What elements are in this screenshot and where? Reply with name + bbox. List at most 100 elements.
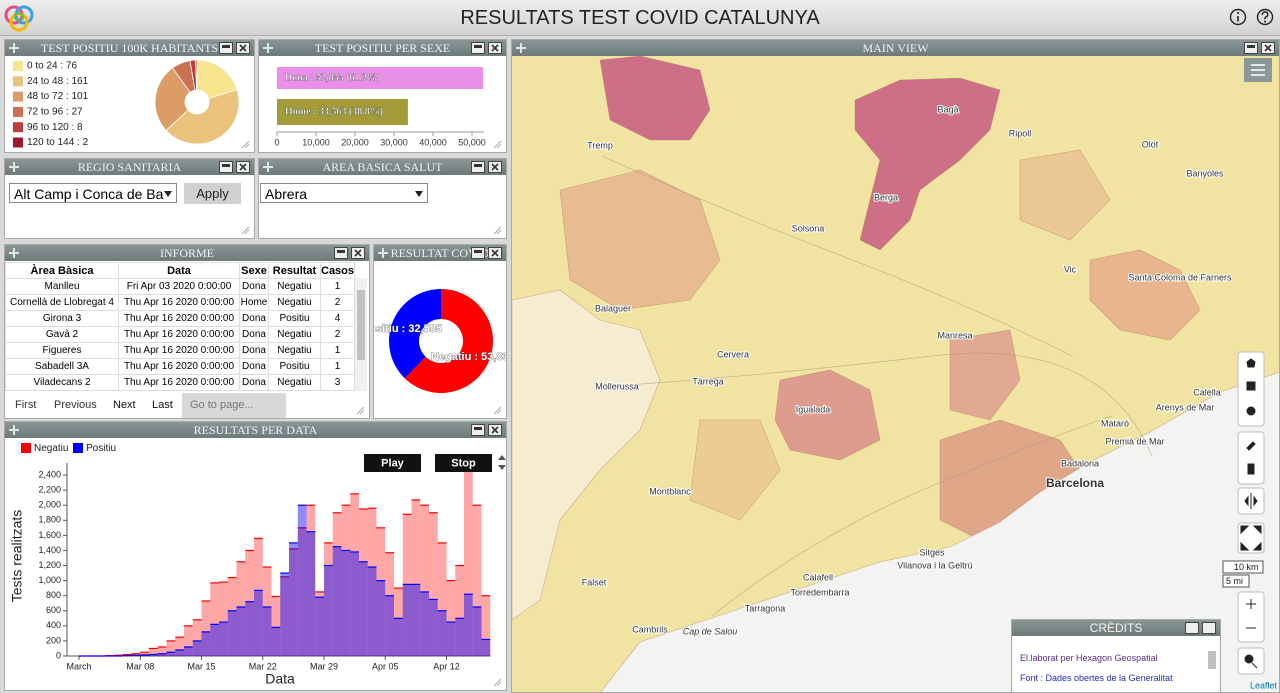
close-button[interactable] bbox=[1261, 42, 1275, 54]
place-label: Berga bbox=[874, 192, 898, 202]
scroll-arrows[interactable] bbox=[498, 455, 506, 470]
close-button[interactable] bbox=[488, 247, 502, 259]
grip-lines bbox=[493, 140, 502, 149]
region-rose bbox=[774, 369, 881, 461]
step-bar bbox=[271, 627, 281, 656]
step-bar bbox=[236, 561, 246, 656]
y-tick-label: 2,000 bbox=[38, 500, 61, 510]
table-row[interactable]: Girona 3 Thu Apr 16 2020 0:00:00 Dona Posit… bbox=[5, 310, 356, 327]
step-bar bbox=[411, 499, 421, 656]
play-button[interactable]: Play bbox=[364, 454, 421, 472]
minimize-button[interactable] bbox=[471, 42, 485, 54]
panel-title: CRÈDITS bbox=[1089, 621, 1143, 635]
column-header[interactable]: Sexe bbox=[239, 262, 269, 279]
table-row[interactable]: Gavà 2 Thu Apr 16 2020 0:00:00 Dona Negatiu… bbox=[5, 326, 356, 343]
table-row[interactable]: Sabadell 3A Thu Apr 16 2020 0:00:00 Dona Po… bbox=[5, 358, 356, 375]
drag-handle[interactable] bbox=[515, 42, 527, 54]
close-button[interactable] bbox=[236, 161, 250, 173]
menu-button[interactable] bbox=[1244, 58, 1272, 82]
drag-handle[interactable] bbox=[377, 247, 389, 259]
minimize-button[interactable] bbox=[471, 424, 485, 436]
column-header[interactable]: Data bbox=[118, 262, 240, 279]
step-bar bbox=[385, 595, 394, 656]
drag-handle[interactable] bbox=[8, 247, 20, 259]
panel-buttons bbox=[1185, 622, 1216, 634]
minimize-button[interactable] bbox=[471, 161, 485, 173]
table-row[interactable]: Viladecans 2 Thu Apr 16 2020 0:00:00 Dona N… bbox=[5, 374, 356, 391]
resize-grip[interactable] bbox=[355, 405, 365, 415]
header-row: Àrea Bàsica Data Sexe Resultat Casos bbox=[5, 262, 356, 279]
panel-body: Tremp Balaguer Solsona Berga Ripoll Olot Banyo… bbox=[512, 56, 1279, 692]
close-button[interactable] bbox=[1202, 622, 1216, 634]
help-button[interactable] bbox=[1256, 8, 1274, 26]
search-button[interactable] bbox=[1237, 647, 1265, 675]
table-row[interactable]: Manlleu Fri Apr 03 2020 0:00:00 Dona Negati… bbox=[5, 278, 356, 295]
scrollbar[interactable] bbox=[355, 278, 367, 391]
page-button[interactable]: Last bbox=[152, 399, 173, 411]
minimize-button[interactable] bbox=[219, 161, 233, 173]
page-button[interactable]: First bbox=[15, 399, 37, 411]
legend-swatch bbox=[13, 137, 23, 148]
step-bar bbox=[271, 596, 281, 656]
zoom-buttons[interactable] bbox=[1237, 591, 1265, 643]
edit-tools[interactable] bbox=[1237, 431, 1265, 485]
resize-grip[interactable] bbox=[240, 139, 250, 149]
resize-grip[interactable] bbox=[492, 677, 502, 687]
minimize-button[interactable] bbox=[219, 42, 233, 54]
minimize-button[interactable] bbox=[1185, 622, 1199, 634]
minimize-button[interactable] bbox=[471, 247, 485, 259]
draw-tools[interactable] bbox=[1237, 351, 1265, 427]
minimize-button[interactable] bbox=[334, 247, 348, 259]
x-tick-label: 30,000 bbox=[380, 137, 408, 147]
resize-grip[interactable] bbox=[492, 225, 502, 235]
y-tick-label: 200 bbox=[46, 635, 61, 645]
table-row[interactable]: Figueres Thu Apr 16 2020 0:00:00 Dona Negat… bbox=[5, 342, 356, 359]
column-header[interactable]: Casos bbox=[319, 262, 356, 279]
place-label: Olot bbox=[1142, 139, 1159, 149]
y-axis-label: Tests realitzats bbox=[9, 510, 25, 603]
close-button[interactable] bbox=[236, 42, 250, 54]
column-header[interactable]: Resultat bbox=[268, 262, 321, 279]
resize-grip[interactable] bbox=[492, 139, 502, 149]
select-box[interactable]: Alt Camp i Conca de Ba bbox=[9, 183, 177, 203]
apply-button[interactable]: Apply bbox=[184, 183, 241, 204]
minimize-button[interactable] bbox=[1244, 42, 1258, 54]
resize-grip[interactable] bbox=[240, 225, 250, 235]
fullscreen-button[interactable] bbox=[1237, 522, 1265, 554]
close-button[interactable] bbox=[351, 247, 365, 259]
step-bar bbox=[481, 595, 491, 656]
drag-handle[interactable] bbox=[8, 161, 20, 173]
close-button[interactable] bbox=[488, 424, 502, 436]
drag-handle[interactable] bbox=[262, 161, 274, 173]
page-button[interactable]: Next bbox=[113, 399, 136, 411]
stop-button[interactable]: Stop bbox=[435, 454, 492, 472]
place-label: Cervera bbox=[717, 349, 749, 359]
close-button[interactable] bbox=[488, 161, 502, 173]
place-label: Cambrils bbox=[632, 624, 668, 634]
panel-body: 0 10,000 20,000 30,000 40,000 50,000 Dona : 52… bbox=[259, 56, 506, 152]
step-bar bbox=[437, 542, 447, 656]
info-button[interactable] bbox=[1229, 8, 1247, 26]
step-bar bbox=[149, 654, 158, 656]
scrollbar[interactable] bbox=[1206, 637, 1218, 693]
button-box bbox=[1237, 591, 1265, 643]
close-button[interactable] bbox=[488, 42, 502, 54]
page-input[interactable]: Go to page... bbox=[182, 393, 286, 418]
legend-label: 24 to 48 : 161 bbox=[27, 76, 89, 87]
drag-handle[interactable] bbox=[8, 42, 20, 54]
select-box[interactable]: Abrera bbox=[260, 183, 428, 203]
resize-grip[interactable] bbox=[492, 405, 502, 415]
slice-label: Positiu : 32,585 bbox=[374, 323, 442, 335]
attribution[interactable]: Leaflet bbox=[1250, 680, 1278, 690]
swipe-button[interactable] bbox=[1237, 487, 1265, 515]
drag-handle[interactable] bbox=[8, 424, 20, 436]
sea bbox=[600, 372, 1279, 692]
page-button[interactable]: Previous bbox=[54, 399, 97, 411]
column-header[interactable]: Àrea Bàsica bbox=[5, 262, 119, 279]
drag-handle[interactable] bbox=[262, 42, 274, 54]
table-row[interactable]: Cornellà de Llobregat 4 Thu Apr 16 2020 0… bbox=[5, 294, 356, 311]
button-icon bbox=[474, 250, 482, 253]
menu-icon bbox=[1251, 64, 1265, 76]
panel-header: RESULTAT COVID bbox=[374, 245, 506, 261]
legend-label: 72 to 96 : 27 bbox=[27, 107, 83, 118]
